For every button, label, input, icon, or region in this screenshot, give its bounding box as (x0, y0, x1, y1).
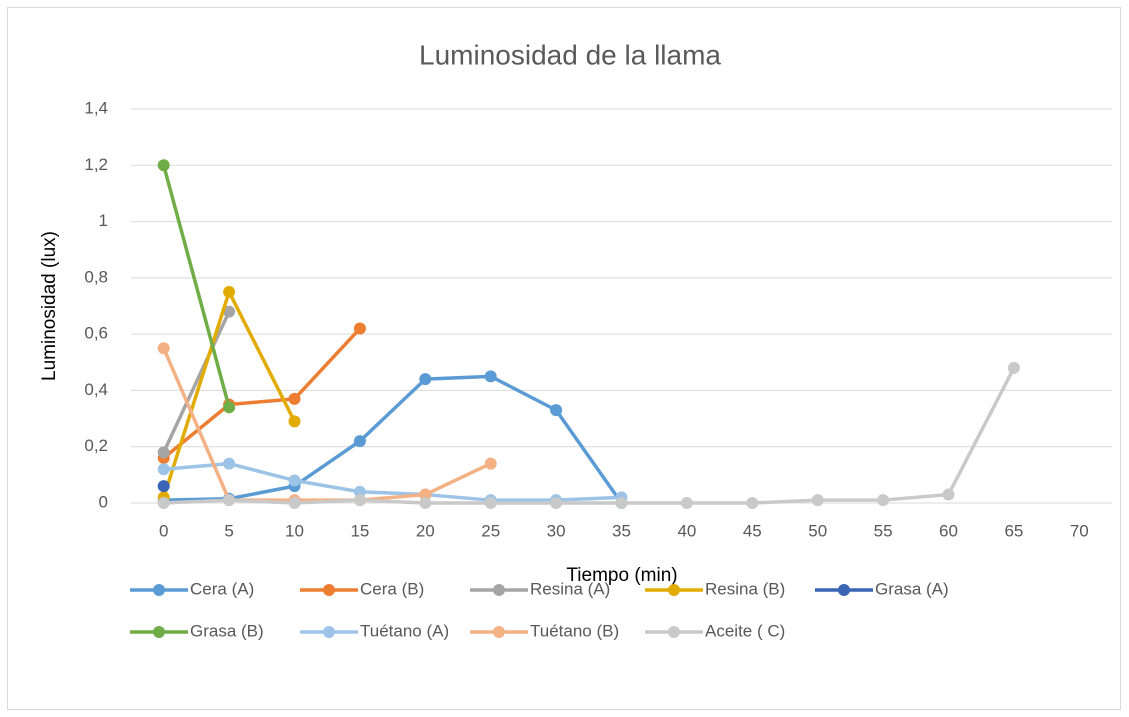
data-point (615, 497, 628, 509)
x-tick-label: 10 (285, 521, 304, 540)
data-point (419, 488, 432, 501)
x-tick-label: 50 (808, 521, 827, 540)
y-tick-label: 0,2 (84, 436, 108, 455)
data-point (157, 159, 170, 172)
x-tick-label: 60 (939, 521, 958, 540)
legend-label: Cera (B) (360, 579, 424, 598)
x-tick-label: 35 (612, 521, 631, 540)
legend-marker (668, 584, 680, 596)
data-point (877, 494, 890, 507)
data-point (157, 463, 170, 476)
legend-marker (493, 584, 505, 596)
data-point (484, 370, 497, 383)
series-line (162, 164, 231, 408)
data-point (1007, 361, 1020, 374)
x-tick-label: 15 (350, 521, 369, 540)
y-tick-label: 0,8 (84, 267, 108, 286)
legend-label: Grasa (A) (875, 579, 949, 598)
x-tick-label: 40 (677, 521, 696, 540)
legend-marker (323, 626, 335, 638)
legend-label: Tuétano (A) (360, 621, 449, 640)
data-point (223, 401, 236, 414)
x-axis-label: Tiempo (min) (566, 565, 677, 586)
data-point (942, 488, 955, 501)
data-point (419, 497, 432, 509)
data-point (484, 457, 497, 470)
legend-marker (668, 626, 680, 638)
data-point (288, 392, 301, 405)
data-point (157, 497, 170, 509)
data-point (288, 474, 301, 487)
y-tick-label: 0,6 (84, 324, 108, 343)
y-axis-label: Luminosidad (lux) (39, 231, 60, 381)
y-tick-label: 0,4 (84, 380, 108, 399)
legend-label: Aceite ( C) (705, 621, 785, 640)
data-point (223, 457, 236, 470)
x-tick-label: 55 (874, 521, 893, 540)
chart-border (7, 7, 1121, 710)
series-line (162, 327, 362, 460)
x-tick-label: 25 (481, 521, 500, 540)
x-tick-label: 5 (224, 521, 233, 540)
data-point (550, 497, 563, 509)
series-line (162, 310, 231, 454)
legend-label: Tuétano (B) (530, 621, 619, 640)
x-tick-label: 0 (159, 521, 168, 540)
y-tick-label: 0 (99, 492, 108, 511)
series-line (163, 374, 623, 505)
data-point (288, 415, 301, 428)
data-point (353, 494, 366, 507)
data-point (680, 497, 693, 509)
legend-marker (493, 626, 505, 638)
data-point (484, 497, 497, 509)
data-point (746, 497, 759, 509)
data-point (550, 404, 563, 417)
legend-marker (323, 584, 335, 596)
data-point (288, 497, 301, 509)
data-point (353, 485, 366, 498)
x-tick-label: 70 (1070, 521, 1089, 540)
legend-label: Grasa (B) (190, 621, 264, 640)
series-line (163, 461, 622, 502)
data-point (353, 435, 366, 448)
series-line (163, 367, 1016, 505)
chart-title: Luminosidad de la llama (419, 39, 721, 70)
x-tick-label: 65 (1004, 521, 1023, 540)
legend-label: Cera (A) (190, 579, 254, 598)
x-tick-label: 20 (416, 521, 435, 540)
data-point (811, 494, 824, 507)
legend-label: Resina (B) (705, 579, 785, 598)
legend-label: Resina (A) (530, 579, 610, 598)
y-tick-label: 1 (99, 211, 108, 230)
y-tick-label: 1,2 (84, 155, 108, 174)
x-tick-label: 45 (743, 521, 762, 540)
data-point (223, 305, 236, 318)
data-point (223, 285, 236, 298)
data-point (419, 373, 432, 386)
legend-marker (153, 626, 165, 638)
x-tick-label: 30 (547, 521, 566, 540)
data-point (157, 446, 170, 459)
legend-marker (153, 584, 165, 596)
data-point (223, 494, 236, 507)
data-point (157, 480, 170, 493)
legend-marker (838, 584, 850, 596)
data-point (157, 342, 170, 355)
data-point (353, 322, 366, 335)
y-tick-label: 1,4 (84, 98, 108, 117)
